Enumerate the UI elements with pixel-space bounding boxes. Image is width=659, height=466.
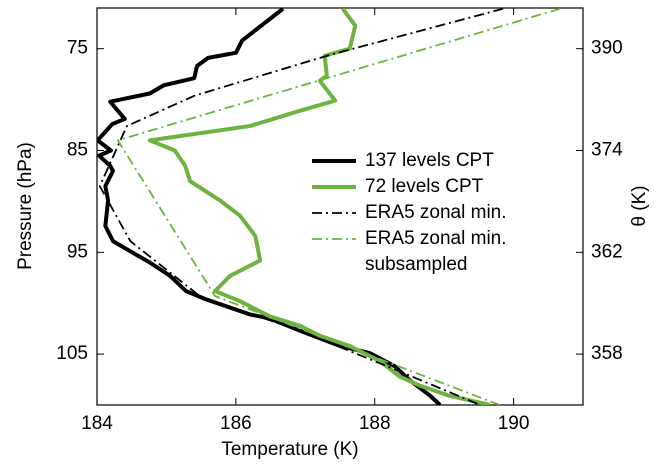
- data-line: [97, 8, 442, 405]
- legend-entry: ERA5 zonal min.: [308, 200, 518, 226]
- x-tick-label: 188: [359, 413, 391, 434]
- legend-label: ERA5 zonal min.: [365, 202, 507, 223]
- legend-entry: 137 levels CPT: [308, 148, 518, 174]
- x-axis-label: Temperature (K): [221, 439, 358, 460]
- x-tick-label: 190: [498, 413, 530, 434]
- y2-axis-label: θ (K): [629, 185, 650, 226]
- y2-tick-label: 374: [591, 140, 623, 161]
- x-tick-label: 186: [220, 413, 252, 434]
- data-line: [98, 8, 504, 405]
- legend-swatch: [312, 185, 356, 189]
- legend-swatch: [312, 212, 356, 214]
- legend-label: 137 levels CPT: [365, 150, 494, 171]
- legend-swatch: [312, 159, 356, 163]
- legend-entry: ERA5 zonal min. subsampled: [308, 226, 518, 278]
- y-tick-label: 95: [67, 241, 88, 262]
- legend: 137 levels CPT 72 levels CPT ERA5 zonal mi…: [308, 148, 518, 278]
- legend-entry: 72 levels CPT: [308, 174, 518, 200]
- y-tick-label: 85: [67, 140, 88, 161]
- y-axis-label: Pressure (hPa): [15, 142, 36, 270]
- legend-label: ERA5 zonal min. subsampled: [365, 228, 507, 275]
- y2-tick-label: 362: [591, 241, 623, 262]
- legend-label: 72 levels CPT: [365, 176, 484, 197]
- y-tick-label: 75: [67, 38, 88, 59]
- x-tick-label: 184: [81, 413, 113, 434]
- legend-swatch: [312, 238, 356, 240]
- plot-frame: [96, 7, 584, 406]
- y-tick-label: 105: [56, 343, 88, 364]
- y2-tick-label: 358: [591, 343, 623, 364]
- y2-tick-label: 390: [591, 38, 623, 59]
